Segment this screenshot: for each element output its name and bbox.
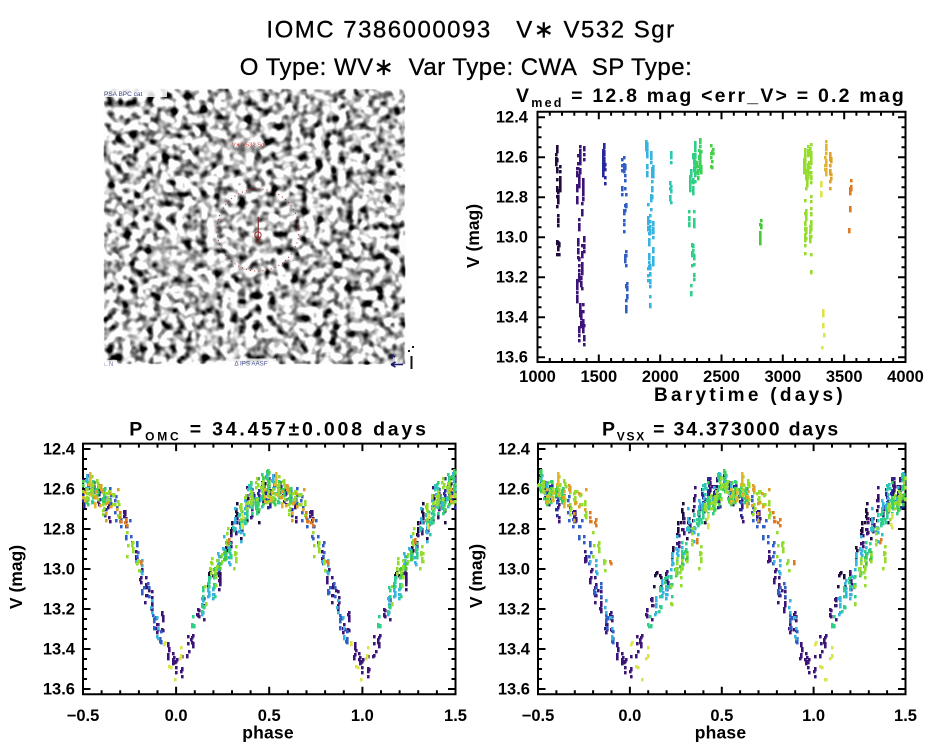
svg-text:13.0: 13.0 (498, 561, 530, 579)
svg-text:12.8: 12.8 (496, 189, 528, 207)
svg-text:1.5: 1.5 (894, 707, 917, 725)
svg-text:12.6: 12.6 (498, 481, 530, 499)
svg-text:∟N: ∟N (103, 362, 113, 368)
svg-text:13.2: 13.2 (498, 601, 530, 619)
svg-text:phase: phase (242, 723, 294, 743)
svg-text:0.5: 0.5 (258, 707, 281, 725)
svg-text:12.6: 12.6 (43, 481, 75, 499)
svg-text:POMC = 34.457±0.008 days: POMC = 34.457±0.008 days (129, 419, 428, 444)
svg-text:13.6: 13.6 (498, 681, 530, 699)
svg-text:V (mag): V (mag) (6, 545, 26, 609)
svg-text:0.0: 0.0 (618, 707, 641, 725)
svg-text:Vmed = 12.8 mag <err_V> = 0.2: Vmed = 12.8 mag <err_V> = 0.2 mag (516, 85, 906, 110)
svg-text:0.5: 0.5 (710, 707, 733, 725)
svg-text:0.0: 0.0 (165, 707, 188, 725)
svg-text:12.8: 12.8 (43, 521, 75, 539)
svg-text:O Type: WV∗ Var Type: CWA SP: O Type: WV∗ Var Type: CWA SP Type: (240, 54, 693, 81)
svg-text:13.0: 13.0 (496, 229, 528, 247)
svg-text:12.4: 12.4 (43, 441, 76, 459)
svg-text:13.2: 13.2 (43, 601, 75, 619)
svg-text:12.4: 12.4 (496, 109, 529, 127)
svg-text:V∗ V532 Sgr: V∗ V532 Sgr (232, 143, 267, 149)
svg-text:1.5: 1.5 (444, 707, 467, 725)
svg-text:−0.5: −0.5 (67, 707, 100, 725)
svg-text:13.4: 13.4 (43, 641, 76, 659)
svg-text:13.6: 13.6 (43, 681, 75, 699)
svg-text:Barytime (days): Barytime (days) (654, 385, 846, 406)
svg-text:−0.5: −0.5 (522, 707, 555, 725)
svg-text:13.0: 13.0 (43, 561, 75, 579)
svg-text:3500: 3500 (826, 368, 863, 386)
svg-text:13.4: 13.4 (496, 309, 529, 327)
svg-text:12.4: 12.4 (498, 441, 531, 459)
svg-text:1.0: 1.0 (351, 707, 374, 725)
svg-text:1000: 1000 (519, 368, 556, 386)
svg-text:13.4: 13.4 (498, 641, 531, 659)
svg-text:1.0: 1.0 (802, 707, 825, 725)
svg-text:PSA BPC cat: PSA BPC cat (104, 91, 142, 98)
svg-text:V (mag): V (mag) (466, 544, 486, 608)
svg-text:2500: 2500 (703, 368, 740, 386)
svg-text:13.2: 13.2 (496, 269, 528, 287)
svg-text:1500: 1500 (580, 368, 617, 386)
svg-text:13.6: 13.6 (496, 349, 528, 367)
svg-text:12.6: 12.6 (496, 149, 528, 167)
svg-text:phase: phase (695, 723, 747, 743)
svg-text:Δ IPS AASF: Δ IPS AASF (234, 361, 267, 368)
svg-text:IOMC 7386000093 V∗ V532 Sgr: IOMC 7386000093 V∗ V532 Sgr (266, 16, 675, 43)
svg-text:V (mag): V (mag) (463, 204, 483, 268)
svg-text:PVSX = 34.373000 days: PVSX = 34.373000 days (602, 419, 840, 444)
svg-text:4000: 4000 (887, 368, 924, 386)
svg-text:3000: 3000 (764, 368, 801, 386)
svg-text:2000: 2000 (642, 368, 679, 386)
svg-text:12.8: 12.8 (498, 521, 530, 539)
